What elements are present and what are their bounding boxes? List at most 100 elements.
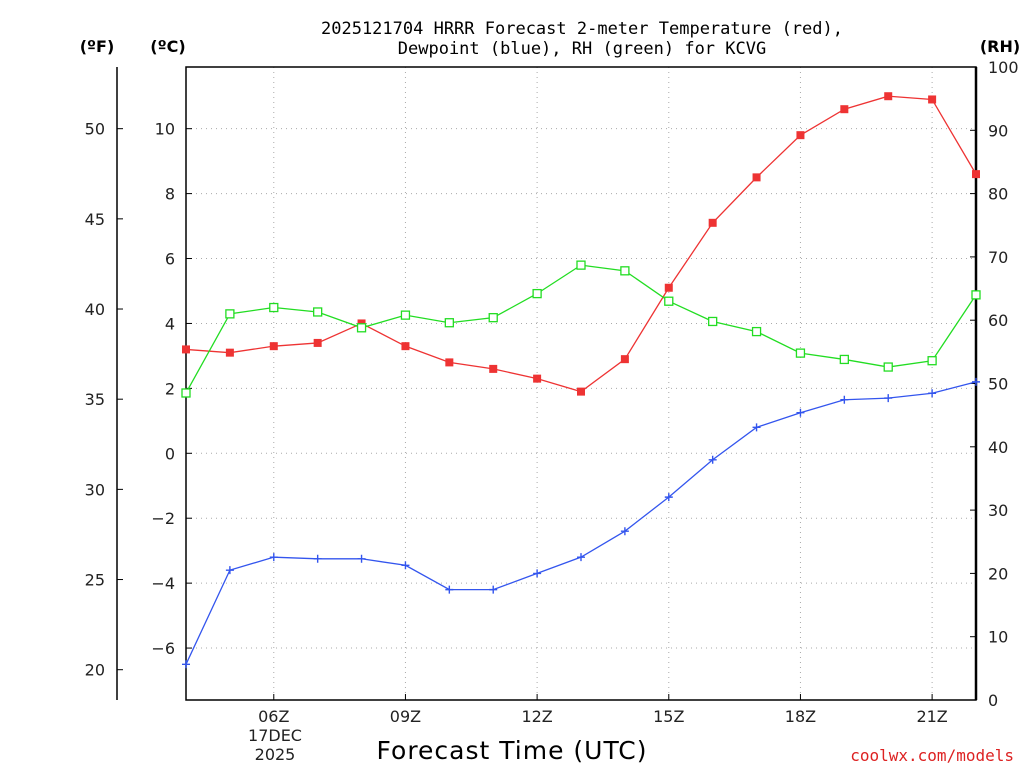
rh-point bbox=[356, 323, 367, 333]
series-rh bbox=[181, 260, 981, 398]
rh-point bbox=[444, 318, 454, 328]
temperature-point bbox=[752, 173, 761, 182]
celsius-tick-label: 10 bbox=[155, 120, 175, 139]
temperature-point bbox=[840, 105, 849, 114]
dewpoint-line bbox=[185, 381, 977, 665]
temperature-point bbox=[401, 342, 410, 351]
celsius-tick-label: 0 bbox=[165, 444, 175, 463]
x-date-label: 17DEC bbox=[248, 726, 302, 745]
dewpoint-point bbox=[225, 566, 234, 575]
rh-point bbox=[313, 307, 323, 317]
fahrenheit-tick-label: 30 bbox=[85, 480, 105, 499]
temperature-point bbox=[708, 218, 717, 227]
temperature-line bbox=[185, 95, 977, 393]
temperature-point bbox=[269, 342, 278, 351]
x-tick-label: 15Z bbox=[653, 707, 684, 726]
celsius-tick-label: 8 bbox=[165, 185, 175, 204]
dewpoint-point bbox=[928, 389, 937, 398]
celsius-unit-label: (ºC) bbox=[150, 37, 185, 56]
temperature-point bbox=[489, 364, 498, 373]
dewpoint-point bbox=[708, 455, 717, 464]
rh-point bbox=[708, 316, 718, 327]
grid bbox=[186, 67, 976, 700]
plot-frame bbox=[185, 66, 977, 701]
rh-point bbox=[927, 356, 937, 366]
temperature-point bbox=[928, 95, 937, 104]
rh-point bbox=[400, 310, 411, 320]
credit-label: coolwx.com/models bbox=[850, 746, 1014, 765]
temperature-point bbox=[796, 131, 805, 140]
rh-point bbox=[269, 302, 279, 313]
fahrenheit-tick-label: 50 bbox=[85, 120, 105, 139]
dewpoint-point bbox=[269, 553, 278, 562]
rh-point bbox=[532, 288, 542, 299]
dewpoint-point bbox=[664, 493, 673, 502]
rh-point bbox=[225, 309, 235, 319]
dewpoint-point bbox=[489, 585, 498, 594]
celsius-tick-label: 2 bbox=[165, 379, 175, 398]
rh-tick-label: 90 bbox=[988, 121, 1008, 140]
dewpoint-point bbox=[445, 585, 454, 594]
rh-tick-label: 70 bbox=[988, 248, 1008, 267]
x-tick-label: 12Z bbox=[521, 707, 552, 726]
series bbox=[181, 92, 981, 669]
chart-subtitle: Dewpoint (blue), RH (green) for KCVG bbox=[398, 39, 766, 59]
rh-point bbox=[751, 326, 762, 337]
dewpoint-point bbox=[401, 561, 410, 570]
dewpoint-point bbox=[182, 660, 190, 669]
x-axis-title: Forecast Time (UTC) bbox=[377, 736, 648, 765]
rh-point bbox=[664, 296, 674, 306]
chart-title: 2025121704 HRRR Forecast 2-meter Tempera… bbox=[321, 19, 843, 39]
temperature-point bbox=[620, 355, 629, 364]
x-tick-label: 06Z bbox=[258, 707, 289, 726]
rh-tick-label: 100 bbox=[988, 58, 1019, 77]
dewpoint-point bbox=[357, 554, 366, 563]
rh-point bbox=[620, 266, 630, 276]
rh-tick-label: 60 bbox=[988, 311, 1008, 330]
fahrenheit-tick-label: 25 bbox=[85, 571, 105, 590]
dewpoint-point bbox=[313, 554, 322, 563]
fahrenheit-tick-label: 40 bbox=[85, 300, 105, 319]
temperature-point bbox=[972, 170, 980, 179]
rh-line bbox=[185, 264, 977, 394]
series-temperature bbox=[182, 92, 980, 396]
fahrenheit-unit-label: (ºF) bbox=[80, 37, 115, 56]
temperature-point bbox=[664, 283, 673, 292]
dewpoint-point bbox=[752, 423, 761, 432]
rh-point bbox=[576, 260, 586, 270]
x-tick-label: 21Z bbox=[916, 707, 947, 726]
rh-tick-label: 50 bbox=[988, 375, 1008, 394]
rh-point bbox=[181, 388, 191, 398]
temperature-point bbox=[533, 374, 542, 383]
dewpoint-point bbox=[972, 377, 980, 386]
rh-tick-label: 20 bbox=[988, 564, 1008, 583]
temperature-point bbox=[182, 345, 190, 354]
celsius-tick-label: −6 bbox=[151, 639, 175, 658]
dewpoint-point bbox=[884, 394, 893, 403]
dewpoint-point bbox=[840, 395, 849, 404]
rh-point bbox=[795, 348, 806, 358]
dewpoint-point bbox=[620, 527, 629, 536]
temperature-point bbox=[445, 358, 454, 367]
celsius-tick-label: −2 bbox=[151, 509, 175, 528]
x-year-label: 2025 bbox=[255, 745, 296, 764]
temperature-point bbox=[577, 387, 585, 396]
rh-tick-label: 80 bbox=[988, 185, 1008, 204]
fahrenheit-tick-label: 35 bbox=[85, 390, 105, 409]
dewpoint-point bbox=[796, 408, 805, 417]
rh-point bbox=[839, 354, 849, 365]
rh-tick-label: 0 bbox=[988, 691, 998, 710]
temperature-point bbox=[884, 92, 893, 101]
celsius-tick-label: 6 bbox=[165, 250, 175, 269]
x-tick-label: 18Z bbox=[785, 707, 816, 726]
celsius-tick-label: −4 bbox=[151, 574, 175, 593]
rh-tick-label: 30 bbox=[988, 501, 1008, 520]
fahrenheit-tick-label: 20 bbox=[85, 661, 105, 680]
series-dewpoint bbox=[182, 377, 980, 669]
axes: 06Z 09Z 12Z 15Z 18Z 21Z −6 −4 −2 0 2 4 6 8 10 20 25 30 35 4… bbox=[85, 58, 1019, 726]
rh-tick-label: 10 bbox=[988, 628, 1008, 647]
rh-point bbox=[488, 313, 498, 323]
rh-point bbox=[883, 362, 893, 372]
temperature-point bbox=[225, 348, 234, 357]
